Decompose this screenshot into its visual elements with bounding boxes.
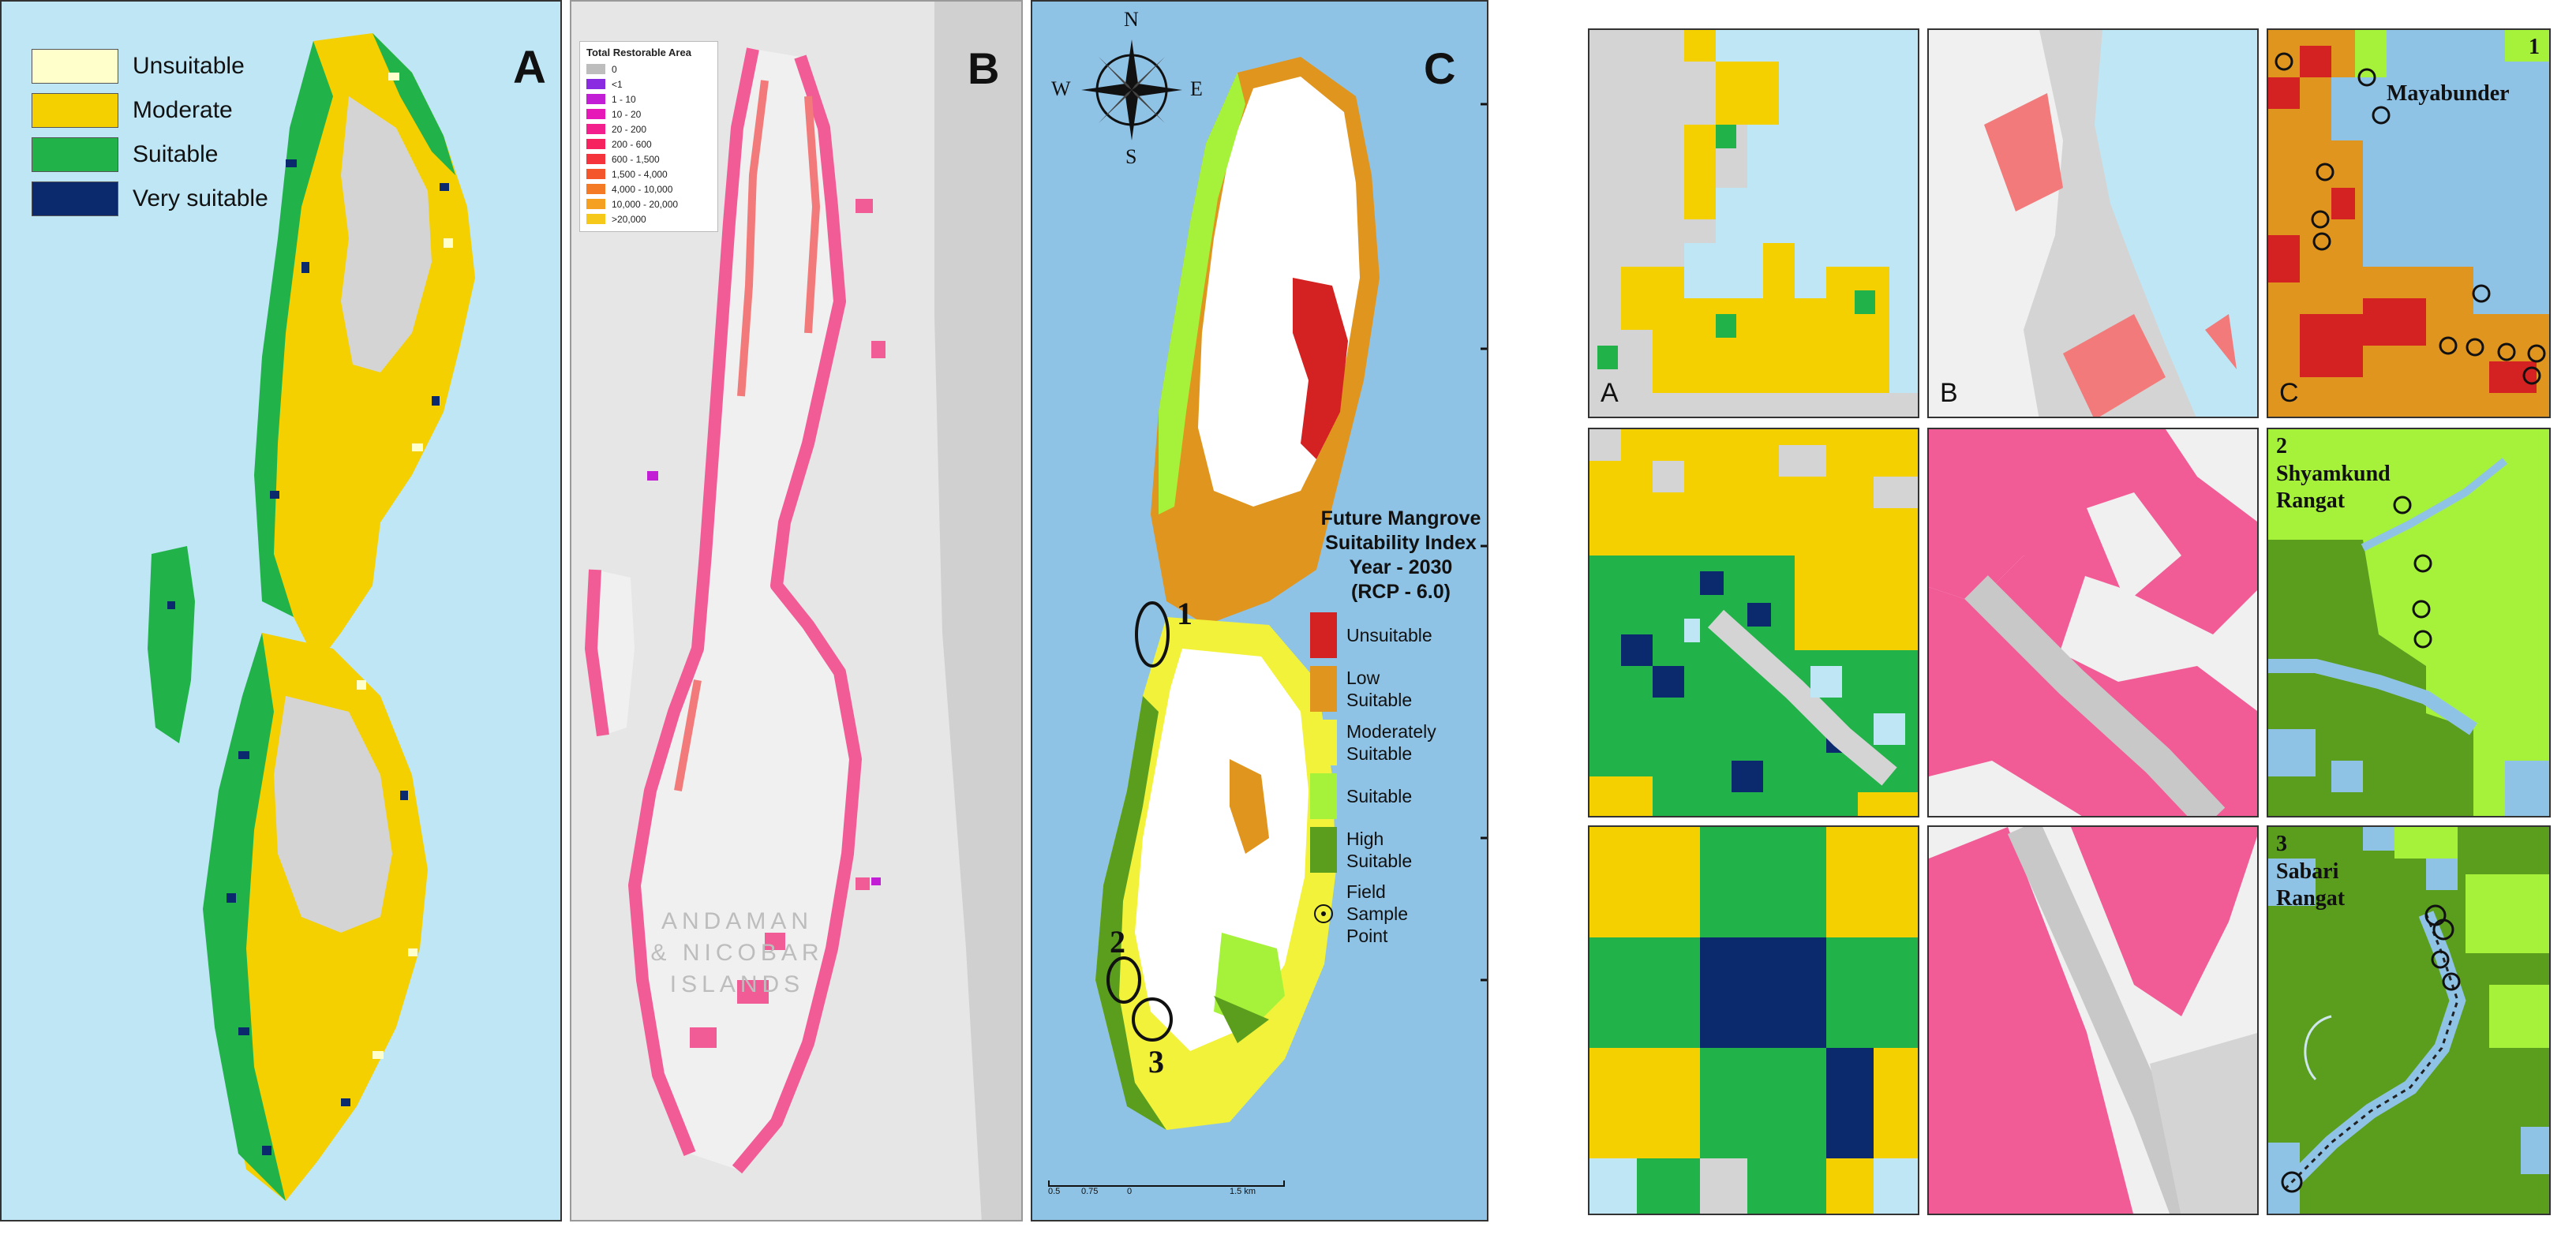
legend-b-swatch: [586, 214, 605, 224]
legend-b-swatch: [586, 184, 605, 194]
legend-b-label: <1: [612, 78, 623, 90]
legend-c-item: Suitable: [1310, 773, 1487, 819]
map-panel-b: ANDAMAN & NICOBAR ISLANDS Total Restorab…: [570, 0, 1023, 1221]
inset-1b: B: [1927, 28, 2259, 418]
scale-bar: 0.5 0.75 0 1.5 km: [1048, 1174, 1285, 1198]
legend-b-label: 4,000 - 10,000: [612, 183, 673, 195]
map-panel-c: N S W E 1 2 3 C Future Mangrove Suitabil…: [1031, 0, 1488, 1221]
legend-b-label: 600 - 1,500: [612, 153, 660, 165]
map-panel-a: Unsuitable Moderate Suitable Very suitab…: [0, 0, 562, 1221]
inset-1a: A: [1588, 28, 1919, 418]
legend-c-item: Moderately Suitable: [1310, 720, 1487, 765]
inset-letter-a: A: [1601, 378, 1619, 408]
inset-letter-b: B: [1940, 378, 1958, 408]
legend-b-item: 0: [586, 62, 711, 77]
legend-b-swatch: [586, 199, 605, 209]
inset-place-3a: Sabari: [2276, 859, 2339, 884]
legend-b-item: >20,000: [586, 211, 711, 226]
panel-letter-a: A: [513, 42, 546, 93]
legend-b-label: 20 - 200: [612, 123, 647, 135]
compass-e: E: [1190, 77, 1203, 100]
legend-b-label: 10,000 - 20,000: [612, 198, 679, 210]
legend-b-label: 200 - 600: [612, 138, 652, 150]
legend-b-item: 600 - 1,500: [586, 152, 711, 166]
legend-b-swatch: [586, 94, 605, 104]
legend-b-swatch: [586, 139, 605, 149]
legend-a-label: Suitable: [133, 141, 219, 167]
legend-a-label: Unsuitable: [133, 53, 245, 79]
legend-b-item: 1,500 - 4,000: [586, 166, 711, 181]
compass-rose-icon: N S W E: [1051, 8, 1203, 168]
legend-b-swatch: [586, 79, 605, 89]
legend-b-item: 10,000 - 20,000: [586, 196, 711, 211]
inset-place-2a: Shyamkund: [2276, 462, 2391, 486]
inset-site-no-1: 1: [2529, 35, 2540, 59]
legend-b-item: <1: [586, 77, 711, 92]
legend-c-title: Future Mangrove Suitability Index Year -…: [1320, 507, 1481, 603]
legend-a-item: Very suitable: [32, 177, 268, 221]
legend-a-item: Suitable: [32, 133, 268, 177]
site-label-3: 3: [1148, 1044, 1164, 1079]
panel-letter-b: B: [968, 43, 1000, 93]
suitability-map-a: [2, 2, 560, 1220]
site-label-2: 2: [1110, 924, 1125, 960]
legend-b-label: >20,000: [612, 213, 646, 225]
inset-site-no-2: 2: [2276, 434, 2287, 458]
inset-2c: 2 Shyamkund Rangat: [2267, 428, 2551, 817]
inset-place-2b: Rangat: [2276, 488, 2346, 513]
legend-b-swatch: [586, 109, 605, 119]
inset-letter-c: C: [2279, 378, 2299, 408]
inset-2a: [1588, 428, 1919, 817]
legend-b-label: 10 - 20: [612, 108, 642, 120]
legend-a-label: Moderate: [133, 97, 233, 123]
legend-b-swatch: [586, 64, 605, 74]
watermark-line: ISLANDS: [670, 971, 804, 997]
legend-a-item: Unsuitable: [32, 44, 268, 88]
inset-3c: 3 Sabari Rangat: [2267, 825, 2551, 1215]
legend-a-label: Very suitable: [133, 185, 268, 211]
legend-b-item: 200 - 600: [586, 137, 711, 152]
inset-3a: [1588, 825, 1919, 1215]
watermark-line: ANDAMAN: [661, 908, 813, 934]
compass-n: N: [1124, 8, 1139, 31]
legend-b-label: 1 - 10: [612, 93, 636, 105]
legend-b-item: 10 - 20: [586, 107, 711, 122]
legend-b-swatch: [586, 154, 605, 164]
legend-b-title: Total Restorable Area: [586, 47, 691, 58]
inset-place-1: Mayabunder: [2387, 81, 2510, 106]
field-point-icon: [1310, 900, 1337, 927]
legend-c-point: Field Sample Point: [1310, 881, 1487, 947]
legend-b-swatch: [586, 169, 605, 179]
inset-2b: [1927, 428, 2259, 817]
compass-w: W: [1051, 77, 1071, 100]
inset-place-3b: Rangat: [2276, 886, 2346, 911]
watermark-line: & NICOBAR: [650, 940, 823, 966]
legend-b: Total Restorable Area 0 <1 1 - 10 10 - 20 20…: [579, 41, 718, 232]
site-label-1: 1: [1177, 596, 1193, 631]
legend-c-item: High Suitable: [1310, 827, 1487, 873]
future-suitability-map-c: [1032, 2, 1487, 1220]
legend-b-item: 20 - 200: [586, 122, 711, 137]
inset-site-no-3: 3: [2276, 832, 2287, 856]
legend-a: Unsuitable Moderate Suitable Very suitab…: [32, 44, 268, 221]
inset-1c: 1 Mayabunder C: [2267, 28, 2551, 418]
compass-s: S: [1125, 145, 1137, 168]
inset-3b: [1927, 825, 2259, 1215]
legend-c-item: Unsuitable: [1310, 612, 1487, 658]
legend-b-swatch: [586, 124, 605, 134]
panel-letter-c: C: [1424, 43, 1456, 93]
legend-b-item: 1 - 10: [586, 92, 711, 107]
legend-b-label: 1,500 - 4,000: [612, 168, 668, 180]
legend-b-item: 4,000 - 10,000: [586, 181, 711, 196]
legend-b-label: 0: [612, 63, 617, 75]
legend-c: Future Mangrove Suitability Index Year -…: [1310, 507, 1487, 947]
legend-a-item: Moderate: [32, 88, 268, 133]
legend-c-item: Low Suitable: [1310, 666, 1487, 712]
